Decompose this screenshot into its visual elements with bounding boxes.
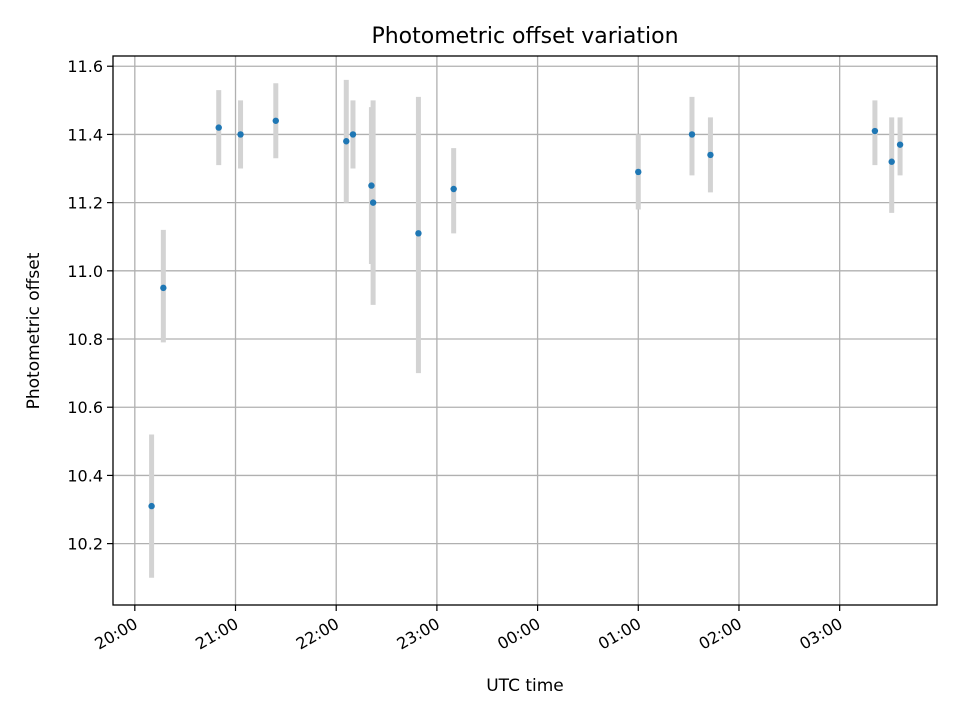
data-point xyxy=(215,124,222,131)
x-tick-label: 00:00 xyxy=(494,614,543,654)
data-point xyxy=(160,284,167,292)
y-tick-label: 10.8 xyxy=(67,330,103,349)
x-axis-label: UTC time xyxy=(486,676,564,696)
y-axis-label: Photometric offset xyxy=(24,252,44,409)
y-tick-label: 10.6 xyxy=(67,398,103,417)
y-tick-label: 11.4 xyxy=(67,125,103,144)
x-tick-label: 21:00 xyxy=(192,614,241,654)
data-point xyxy=(415,230,422,237)
plot-frame xyxy=(112,55,938,606)
data-point xyxy=(368,182,375,189)
x-tick-label: 20:00 xyxy=(91,614,140,654)
data-point xyxy=(871,127,879,135)
data-point xyxy=(707,151,714,159)
x-axis: 20:00 21:00 22:00 23:00 00:00 01:00 02:00 03:00 xyxy=(91,605,846,654)
data-point xyxy=(349,131,357,138)
data-point xyxy=(148,502,155,510)
error-bars xyxy=(149,79,903,578)
chart-title: Photometric offset variation xyxy=(371,24,678,49)
data-point xyxy=(688,131,696,138)
data-point xyxy=(237,131,244,138)
data-point xyxy=(369,199,377,206)
y-tick-label: 11.0 xyxy=(67,262,103,281)
gridlines xyxy=(113,56,937,605)
data-points xyxy=(148,117,904,510)
x-tick-label: 03:00 xyxy=(796,614,845,654)
y-axis: 10.2 10.4 10.6 10.8 11.0 11.2 11.4 11.6 xyxy=(67,57,113,554)
data-point xyxy=(450,185,457,193)
y-tick-label: 11.2 xyxy=(67,194,103,213)
x-tick-label: 02:00 xyxy=(696,614,745,654)
x-tick-label: 23:00 xyxy=(393,614,442,654)
data-point xyxy=(272,117,279,124)
y-tick-label: 10.4 xyxy=(67,466,103,485)
data-point xyxy=(635,168,642,176)
data-point xyxy=(343,138,350,145)
x-tick-label: 22:00 xyxy=(293,614,342,654)
data-point xyxy=(888,158,895,165)
data-point xyxy=(896,141,904,148)
y-tick-label: 10.2 xyxy=(67,535,103,554)
y-tick-label: 11.6 xyxy=(67,57,103,76)
x-tick-label: 01:00 xyxy=(595,614,644,654)
